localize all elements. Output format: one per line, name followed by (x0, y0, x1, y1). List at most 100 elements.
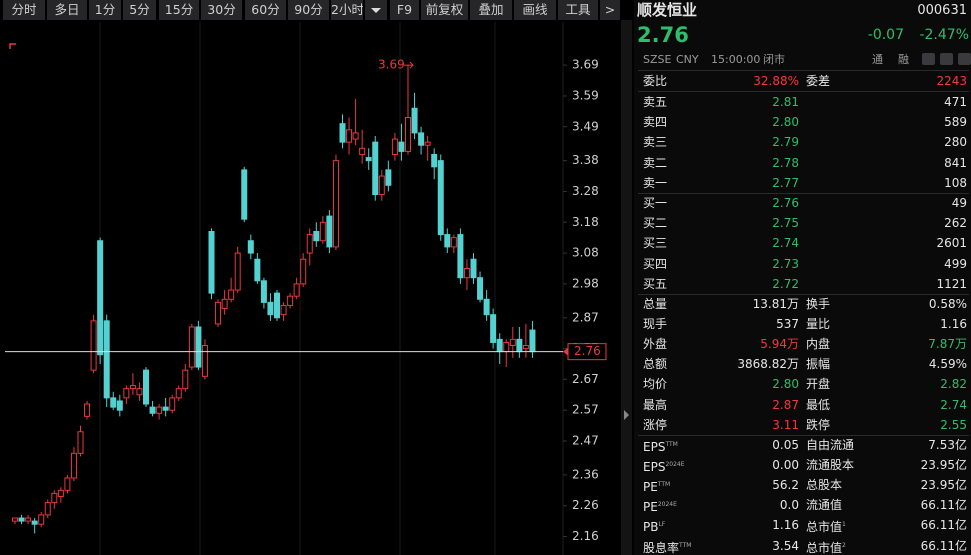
book-price: 2.73 (772, 256, 799, 271)
candle-body (326, 215, 333, 248)
candle-body (77, 431, 84, 454)
candle-body (149, 406, 156, 414)
fund-value: 3.54 (772, 538, 799, 553)
stat-label: 换手 (806, 297, 831, 311)
toolbar-button[interactable]: 前复权 (421, 0, 468, 20)
fund-label-sup: TTM (679, 541, 692, 549)
candle-body (529, 329, 536, 353)
y-tick-label: 3.08 (572, 246, 599, 260)
candle-body (90, 320, 97, 371)
y-tick-label: 2.57 (572, 403, 599, 417)
fund-label: EPS2024E (643, 460, 685, 475)
candle-body (319, 221, 326, 242)
fund-value: 0.05 (772, 438, 799, 452)
stat-label: 振幅 (806, 357, 831, 372)
book-price: 2.78 (772, 155, 799, 170)
candle-body (444, 234, 451, 248)
toolbar-button[interactable]: 工具 (558, 0, 598, 20)
candle-body (378, 175, 385, 196)
chart-bg (0, 20, 620, 555)
fund-value: 0.0 (779, 498, 799, 513)
candle-body (208, 231, 215, 294)
stat-value: 2.55 (940, 417, 967, 432)
stat-label: 均价 (643, 377, 668, 392)
fund-value: 66.11亿 (920, 538, 967, 553)
collapse-bar[interactable] (621, 20, 632, 555)
candle-body (470, 258, 477, 279)
fund-label-sup: 2 (842, 541, 846, 549)
book-label: 卖一 (643, 175, 668, 190)
candle-body (51, 492, 58, 504)
icon-button[interactable] (958, 53, 971, 65)
market-status: 闭市 (763, 52, 785, 66)
toolbar-button[interactable]: 90分 (288, 0, 329, 20)
stat-value: 1.16 (940, 317, 967, 332)
candle-body (254, 258, 261, 282)
y-tick-label: 2.98 (572, 276, 599, 290)
candle-body (437, 160, 444, 236)
candle-body (25, 517, 32, 522)
fund-label: 总市值1 (806, 520, 846, 535)
toolbar-button[interactable]: 15分 (159, 0, 199, 20)
candle-body (483, 298, 490, 316)
toolbar-button[interactable]: 30分 (201, 0, 242, 20)
toolbar-button[interactable]: 5分 (123, 0, 156, 20)
dropdown-button[interactable] (365, 0, 387, 20)
toolbar-button[interactable]: > (600, 0, 620, 20)
toolbar-button[interactable]: 1分 (89, 0, 121, 20)
candle-body (280, 304, 287, 316)
candle-body (306, 234, 313, 254)
tag: 通 (872, 52, 883, 66)
toolbar-button[interactable]: 60分 (245, 0, 286, 20)
fund-value: 66.11亿 (920, 518, 967, 533)
icon-button[interactable] (922, 53, 935, 65)
candle-body (503, 341, 510, 353)
book-volume: 108 (944, 175, 967, 190)
book-price: 2.76 (772, 196, 799, 210)
toolbar-button[interactable]: 分时 (3, 0, 45, 20)
book-volume: 280 (944, 135, 967, 150)
stat-label: 跌停 (806, 417, 831, 432)
y-tick-label: 2.47 (572, 434, 599, 448)
stat-value: 537 (776, 317, 799, 332)
candle-body (162, 406, 169, 411)
candle-body (241, 169, 248, 220)
book-label: 买一 (643, 196, 668, 210)
separator (638, 294, 969, 295)
candle-body (221, 298, 228, 310)
candle-body (247, 240, 254, 254)
candle-body (129, 385, 136, 390)
y-tick-label: 2.87 (572, 310, 599, 324)
stat-value: 2.74 (940, 397, 967, 412)
fund-label: 总股本 (806, 478, 843, 493)
candle-body (195, 326, 202, 368)
candle-body (287, 295, 294, 306)
candle-body (97, 240, 104, 356)
toolbar-button[interactable]: 多日 (47, 0, 87, 20)
toolbar-button[interactable]: 叠加 (470, 0, 512, 20)
candle-body (136, 388, 143, 396)
toolbar-button[interactable]: 画线 (514, 0, 556, 20)
candle-body (313, 231, 320, 242)
icon-button[interactable] (940, 53, 953, 65)
collapse-arrow[interactable] (624, 410, 629, 420)
fund-label: 流通股本 (806, 458, 855, 473)
fund-label-sup: LF (658, 521, 666, 529)
candle-body (267, 301, 274, 316)
candle-body (57, 489, 64, 497)
candle-body (391, 138, 398, 155)
toolbar-button[interactable]: 2小时 (331, 0, 363, 20)
candle-body (188, 326, 195, 368)
toolbar-button[interactable]: F9 (390, 0, 419, 20)
price-change: -0.07 (867, 27, 904, 43)
separator (638, 91, 969, 92)
fund-value: 1.16 (772, 518, 799, 533)
order-label: 委差 (806, 74, 831, 88)
candle-body (522, 344, 529, 350)
candle-body (339, 123, 346, 143)
corner-marker (9, 43, 16, 49)
last-price-label: 2.76 (574, 344, 601, 358)
candle-body (411, 107, 418, 134)
candle-body (260, 280, 267, 303)
